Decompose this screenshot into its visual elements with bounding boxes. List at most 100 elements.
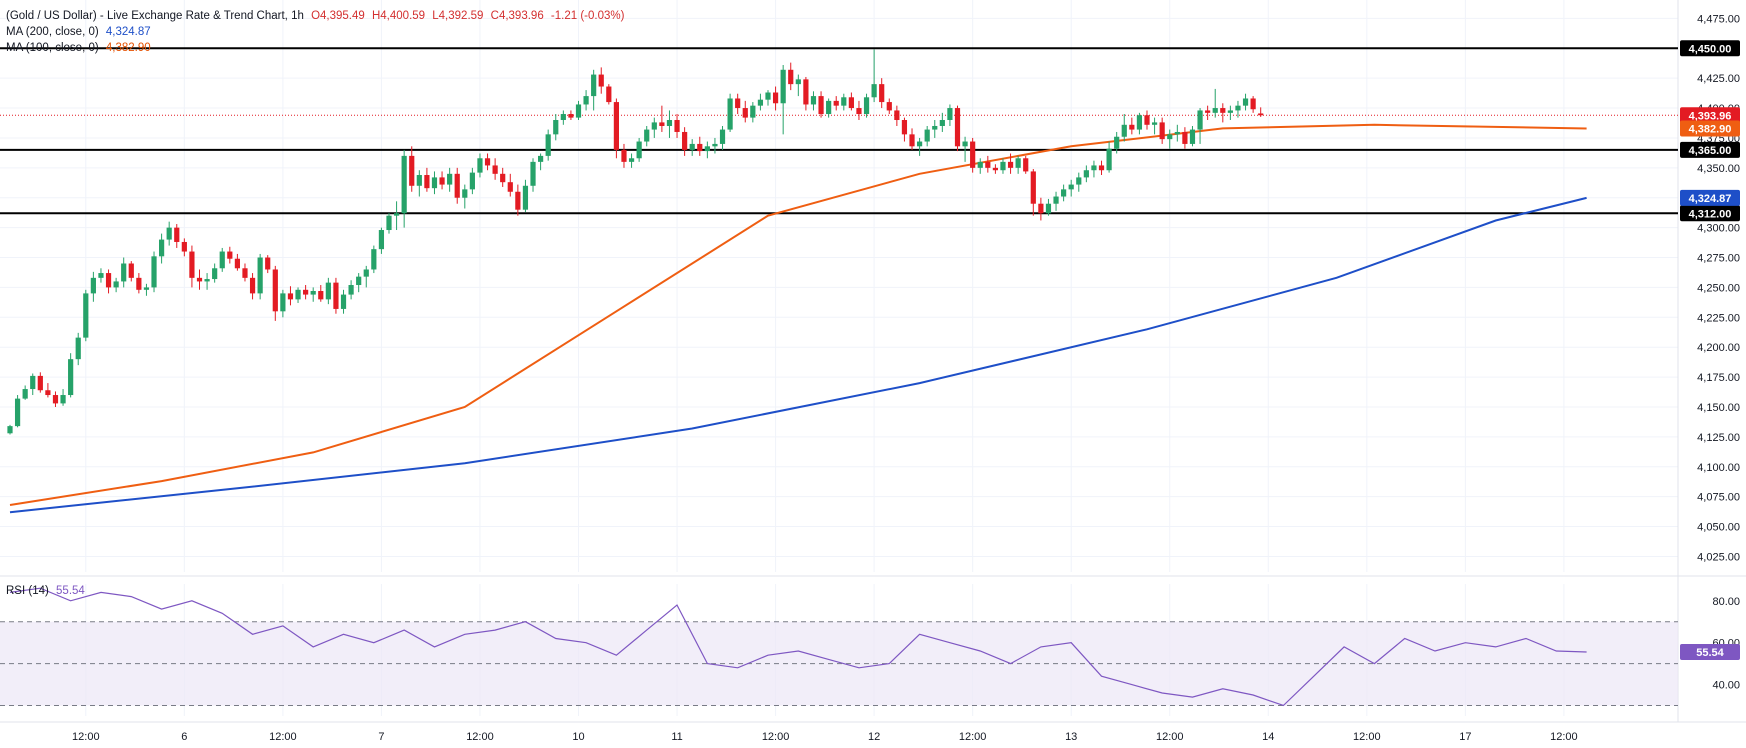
x-tick-label: 12:00 bbox=[269, 731, 297, 743]
candle-body bbox=[113, 281, 119, 288]
candle-body bbox=[431, 177, 438, 189]
candle-body bbox=[439, 177, 445, 185]
candle-body bbox=[401, 155, 407, 214]
candle-body bbox=[30, 375, 36, 390]
candle-body bbox=[318, 291, 324, 300]
candle-body bbox=[1023, 158, 1029, 172]
candles bbox=[7, 49, 1264, 435]
legend-rsi[interactable]: RSI (14) 55.54 bbox=[6, 584, 89, 598]
candle-body bbox=[1235, 105, 1241, 111]
candle-body bbox=[985, 161, 991, 168]
candle-body bbox=[128, 263, 134, 278]
candle-body bbox=[553, 120, 559, 135]
candle-body bbox=[1045, 203, 1052, 214]
axes: 4,475.004,450.004,425.004,400.004,375.00… bbox=[72, 13, 1740, 743]
candle-body bbox=[886, 102, 892, 111]
candle-body bbox=[1038, 203, 1044, 214]
candle-body bbox=[219, 251, 225, 269]
candle-body bbox=[1227, 110, 1233, 113]
candle-body bbox=[1189, 129, 1196, 144]
candle-body bbox=[303, 289, 309, 295]
candle-body bbox=[522, 185, 529, 210]
candle-body bbox=[568, 114, 574, 118]
candle-body bbox=[977, 161, 983, 168]
rsi-tick-label: 80.00 bbox=[1712, 596, 1740, 608]
candle-body bbox=[530, 161, 536, 186]
rsi-band bbox=[0, 621, 1678, 707]
candle-body bbox=[1159, 122, 1165, 140]
candle-body bbox=[606, 86, 612, 103]
candle-body bbox=[1197, 110, 1203, 130]
chart-title: (Gold / US Dollar) - Live Exchange Rate … bbox=[6, 10, 304, 22]
candle-body bbox=[1000, 161, 1006, 171]
y-tick-label: 4,150.00 bbox=[1697, 402, 1740, 414]
candle-body bbox=[60, 395, 66, 404]
ma100-line bbox=[9, 123, 1587, 506]
ohlc-low: L4,392.59 bbox=[432, 10, 484, 22]
candle-body bbox=[310, 291, 316, 295]
price-tag-bg bbox=[1680, 120, 1740, 137]
candle-body bbox=[492, 165, 498, 174]
rsi-value: 55.54 bbox=[56, 585, 85, 597]
price-tag-label: 4,324.87 bbox=[1689, 193, 1732, 205]
candle-body bbox=[871, 84, 877, 98]
candle-body bbox=[1007, 161, 1014, 168]
candle-body bbox=[1212, 108, 1218, 113]
legend-ma100[interactable]: MA (100, close, 0) 4,382.90 bbox=[6, 41, 155, 55]
price-tag-bg bbox=[1680, 205, 1740, 222]
candle-body bbox=[196, 277, 203, 282]
price-tag-label: 4,312.00 bbox=[1689, 208, 1732, 220]
candle-body bbox=[7, 426, 13, 434]
candle-body bbox=[212, 268, 218, 280]
y-tick-label: 4,350.00 bbox=[1697, 163, 1740, 175]
candle-body bbox=[659, 122, 665, 126]
candle-body bbox=[409, 155, 415, 186]
candle-body bbox=[1205, 110, 1211, 113]
candle-body bbox=[1242, 98, 1249, 106]
candle-body bbox=[735, 98, 741, 109]
price-tag-label: 4,382.90 bbox=[1689, 123, 1732, 135]
x-tick-label: 12:00 bbox=[1156, 731, 1184, 743]
candle-body bbox=[265, 257, 271, 270]
y-tick-label: 4,475.00 bbox=[1697, 13, 1740, 25]
y-tick-label: 4,050.00 bbox=[1697, 522, 1740, 534]
candle-body bbox=[628, 158, 635, 162]
x-tick-label: 12:00 bbox=[72, 731, 100, 743]
x-tick-label: 12:00 bbox=[1550, 731, 1578, 743]
candle-body bbox=[1258, 113, 1264, 116]
ohlc-change: -1.21 (-0.03%) bbox=[550, 10, 625, 22]
level-lines bbox=[0, 47, 1678, 215]
candle-body bbox=[1114, 136, 1120, 149]
candle-body bbox=[697, 143, 703, 152]
candle-body bbox=[181, 241, 187, 252]
candle-body bbox=[1136, 115, 1143, 130]
candle-body bbox=[234, 258, 240, 269]
candle-body bbox=[507, 182, 513, 192]
ma100-label: MA (100, close, 0) bbox=[6, 42, 99, 54]
price-tag-label: 4,450.00 bbox=[1689, 43, 1732, 55]
ma200-line bbox=[9, 196, 1587, 514]
candle-body bbox=[704, 146, 710, 152]
x-tick-label: 12:00 bbox=[466, 731, 494, 743]
x-tick-label: 12:00 bbox=[959, 731, 987, 743]
candle-body bbox=[901, 120, 908, 135]
candle-body bbox=[386, 215, 392, 231]
candle-body bbox=[416, 175, 422, 186]
candle-body bbox=[189, 251, 195, 278]
candle-body bbox=[136, 277, 142, 290]
price-tag-bg bbox=[1680, 141, 1740, 158]
ma200-label: MA (200, close, 0) bbox=[6, 26, 99, 38]
candle-body bbox=[484, 158, 491, 166]
candle-body bbox=[674, 120, 680, 132]
candle-body bbox=[947, 108, 953, 121]
candle-body bbox=[1144, 115, 1150, 125]
ohlc-close: C4,393.96 bbox=[490, 10, 544, 22]
candle-body bbox=[932, 125, 938, 130]
x-tick-label: 10 bbox=[572, 731, 584, 743]
candle-body bbox=[1129, 124, 1135, 130]
legend-ma200[interactable]: MA (200, close, 0) 4,324.87 bbox=[6, 25, 155, 39]
candle-body bbox=[272, 269, 278, 312]
candle-body bbox=[879, 84, 885, 103]
candle-body bbox=[1167, 134, 1173, 140]
